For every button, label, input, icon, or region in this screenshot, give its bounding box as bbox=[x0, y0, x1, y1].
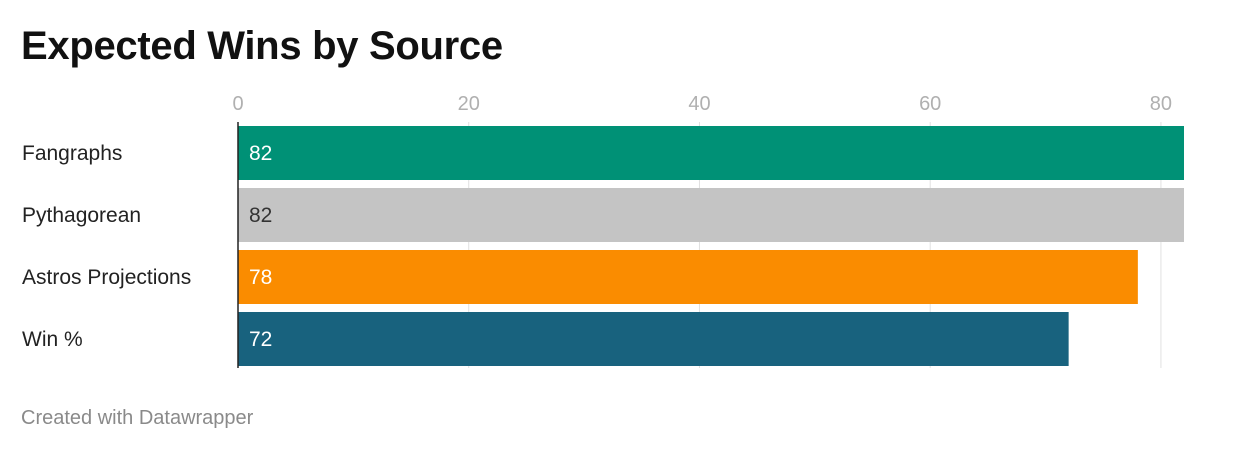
bar bbox=[238, 126, 1184, 180]
category-label: Fangraphs bbox=[22, 142, 122, 165]
category-label: Win % bbox=[22, 328, 83, 351]
bar-value-label: 82 bbox=[249, 142, 272, 165]
bars: 82 82 78 72 bbox=[238, 126, 1184, 366]
x-tick-label: 0 bbox=[232, 93, 243, 115]
chart-title: Expected Wins by Source bbox=[21, 24, 503, 68]
x-tick-label: 60 bbox=[919, 93, 941, 115]
x-axis-ticks: 0 20 40 60 80 bbox=[232, 93, 1172, 115]
x-tick-label: 40 bbox=[688, 93, 710, 115]
credit-text: Created with Datawrapper bbox=[21, 407, 254, 429]
bar-chart: 0 20 40 60 80 82 82 78 72 Fangraphs Pythagorean A… bbox=[22, 93, 1184, 368]
bar bbox=[238, 250, 1138, 304]
x-tick-label: 80 bbox=[1150, 93, 1172, 115]
bar-value-label: 72 bbox=[249, 328, 272, 351]
category-label: Astros Projections bbox=[22, 266, 191, 289]
bar-value-label: 82 bbox=[249, 204, 272, 227]
bar bbox=[238, 312, 1069, 366]
category-label: Pythagorean bbox=[22, 204, 141, 227]
category-labels: Fangraphs Pythagorean Astros Projections Wi… bbox=[22, 142, 191, 351]
x-tick-label: 20 bbox=[458, 93, 480, 115]
bar-value-label: 78 bbox=[249, 266, 272, 289]
bar bbox=[238, 188, 1184, 242]
